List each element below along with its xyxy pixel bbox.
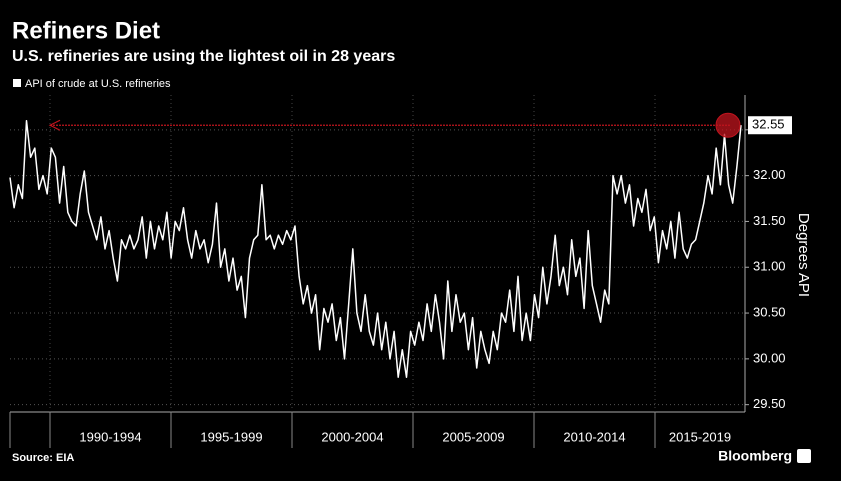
y-tick-label: 31.50 (753, 213, 786, 228)
highlight-marker (715, 112, 741, 138)
value-label: 32.55 (752, 117, 785, 132)
x-tick-label: 1995-1999 (200, 429, 262, 444)
y-tick-label: 32.00 (753, 167, 786, 182)
chart-subtitle: U.S. refineries are using the lightest o… (12, 48, 395, 65)
legend-swatch (13, 79, 21, 87)
y-tick-label: 31.00 (753, 259, 786, 274)
brand-logo (797, 449, 811, 463)
y-tick-label: 30.50 (753, 304, 786, 319)
legend-label: API of crude at U.S. refineries (25, 78, 171, 90)
x-tick-label: 2015-2019 (669, 429, 731, 444)
x-tick-label: 2005-2009 (442, 429, 504, 444)
line-series (9, 119, 742, 378)
y-tick-label: 30.00 (753, 350, 786, 365)
x-tick-label: 1990-1994 (79, 429, 141, 444)
x-tick-label: 2010-2014 (563, 429, 625, 444)
chart-title: Refiners Diet (12, 17, 160, 44)
highlight-arrowhead (48, 119, 61, 131)
value-label-box (748, 116, 792, 135)
x-tick-label: 2000-2004 (321, 429, 383, 444)
source: Source: EIA (12, 452, 74, 464)
y-tick-label: 29.50 (753, 396, 786, 411)
brand: Bloomberg (718, 448, 792, 464)
y-axis-title: Degrees API (795, 213, 812, 297)
